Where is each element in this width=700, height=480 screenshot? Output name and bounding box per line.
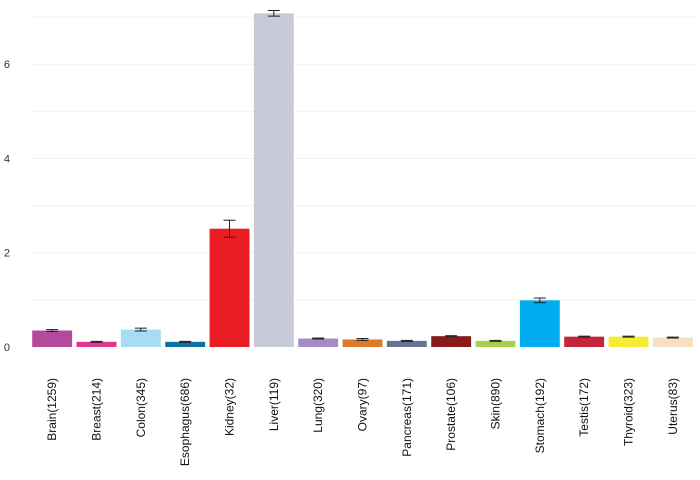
x-category-label: Thyroid(323) — [622, 378, 636, 446]
bar-prostate — [431, 336, 472, 347]
bar-uterus — [652, 337, 693, 347]
error-bar — [312, 337, 325, 340]
bar-esophagus — [165, 341, 206, 347]
bar-colon — [120, 329, 161, 347]
x-category-label: Brain(1259) — [45, 378, 59, 441]
error-bar — [267, 9, 280, 17]
y-tick-label: 6 — [4, 59, 10, 71]
bar-liver — [253, 13, 294, 348]
bar-lung — [298, 338, 339, 347]
bar-brain — [32, 330, 73, 347]
error-bar — [666, 336, 679, 339]
error-bar — [445, 335, 458, 338]
error-bar — [46, 329, 59, 332]
y-tick-label: 4 — [4, 153, 10, 165]
error-bar — [223, 219, 236, 238]
x-category-label: Ovary(97) — [356, 378, 370, 431]
error-bar — [489, 339, 502, 342]
error-bar — [90, 340, 103, 343]
bar-pancreas — [386, 340, 427, 347]
error-bar — [179, 340, 192, 343]
x-category-label: Uterus(83) — [666, 378, 680, 435]
bar-ovary — [342, 339, 383, 347]
gridlines — [30, 16, 695, 301]
bar-testis — [564, 336, 605, 347]
x-category-label: Skin(890) — [489, 378, 503, 429]
y-tick-label: 2 — [4, 248, 10, 260]
x-category-label: Colon(345) — [134, 378, 148, 437]
y-axis-tick-labels: 0 2 4 6 — [4, 59, 10, 354]
bar-skin — [475, 340, 516, 347]
y-tick-label: 0 — [4, 342, 10, 354]
x-category-label: Stomach(192) — [533, 378, 547, 453]
error-bar — [578, 335, 591, 338]
x-category-label: Prostate(106) — [444, 378, 458, 451]
error-bar — [134, 327, 147, 332]
error-bars — [46, 9, 679, 343]
bar-breast — [76, 341, 117, 347]
x-category-label: Breast(214) — [90, 378, 104, 441]
x-category-label: Esophagus(686) — [178, 378, 192, 466]
x-category-label: Testis(172) — [577, 378, 591, 437]
error-bar — [622, 335, 635, 338]
bar-kidney — [209, 228, 250, 347]
x-category-label: Lung(320) — [311, 378, 325, 433]
error-bar — [356, 338, 369, 341]
bar-stomach — [519, 300, 560, 347]
error-bar — [400, 339, 413, 342]
bar-thyroid — [608, 336, 649, 347]
x-category-label: Pancreas(171) — [400, 378, 414, 457]
x-axis-category-labels: Brain(1259) Breast(214) Colon(345) Esophagu… — [45, 378, 680, 466]
x-category-label: Liver(119) — [267, 378, 281, 431]
bars — [32, 13, 693, 348]
x-category-label: Kidney(32) — [223, 378, 237, 436]
error-bar — [533, 297, 546, 304]
